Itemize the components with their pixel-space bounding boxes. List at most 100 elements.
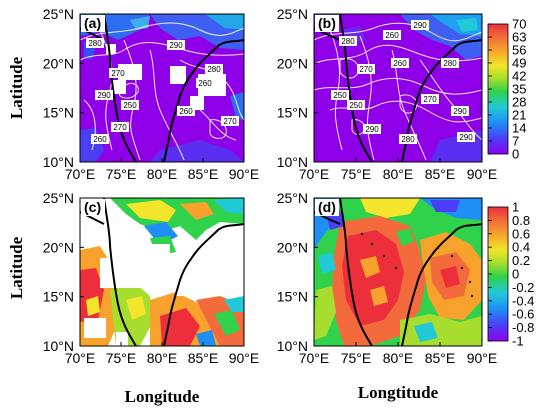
contour-label-box <box>86 38 104 48</box>
x-tick-label: 75°E <box>106 166 137 182</box>
panel-c-mask <box>80 198 244 346</box>
y-tick-label: 15°N <box>43 289 74 305</box>
panel-c: (c) 10°N 15°N 20°N 25°N 70°E 75°E 80°E 85°E 90°… <box>43 190 260 366</box>
contour-label-box <box>411 20 429 30</box>
y-tick-label: 15°N <box>277 105 308 121</box>
panel-b-contour-labels: 280 260 290 270 250 260 280 250 270 290 290 280 290 <box>331 20 475 144</box>
contour-label-box <box>383 30 401 40</box>
contour-label: 280 <box>443 59 457 68</box>
contour-label: 270 <box>423 95 437 104</box>
colorbar-tick-label: -0.4 <box>512 293 534 308</box>
contour-label-box <box>457 132 475 142</box>
colorbar-tick-label: 35 <box>512 82 526 97</box>
contour-label: 290 <box>413 21 427 30</box>
panel-d-label-box <box>315 199 339 216</box>
contour-label: 250 <box>333 91 347 100</box>
y-tick-label: 20°N <box>43 55 74 71</box>
panel-b-y-ticks: 10°N 15°N 20°N 25°N <box>277 6 318 170</box>
panel-c-y-axis-title: Latitude <box>7 236 26 299</box>
panel-d-x-ticks: 70°E 75°E 80°E 85°E 90°E <box>299 342 497 366</box>
y-tick-label: 20°N <box>277 55 308 71</box>
contour-label-box <box>421 94 439 104</box>
y-tick-label: 15°N <box>43 105 74 121</box>
colorbar-tick-label: 63 <box>512 30 526 45</box>
colorbar-tick-label: 14 <box>512 121 526 136</box>
x-tick-label: 70°E <box>65 350 96 366</box>
colorbar-tick-label: -0.2 <box>512 280 534 295</box>
y-tick-label: 10°N <box>43 338 74 354</box>
x-tick-label: 90°E <box>467 166 498 182</box>
y-tick-label: 10°N <box>277 338 308 354</box>
panel-a: 280 290 270 260 250 260 270 290 280 260 270 (a) 10… <box>43 6 260 182</box>
contour-label: 260 <box>393 59 407 68</box>
x-tick-label: 85°E <box>188 350 219 366</box>
x-tick-label: 85°E <box>425 166 456 182</box>
colorbar-tick-label: 0.6 <box>512 226 530 241</box>
x-tick-label: 80°E <box>147 166 178 182</box>
colorbar-bottom-ticks: 10.80.60.40.20-0.2-0.4-0.6-0.8-1 <box>488 200 534 349</box>
contour-label-box <box>121 100 139 110</box>
panel-b-x-ticks: 70°E 75°E 80°E 85°E 90°E <box>299 158 498 182</box>
panel-c-y-ticks: 10°N 15°N 20°N 25°N <box>43 190 84 354</box>
panel-a-contour-labels: 280 290 270 260 250 260 270 290 280 260 270 <box>86 38 239 144</box>
colorbar-tick-label: 56 <box>512 43 526 58</box>
colorbar-tick-label: -0.6 <box>512 307 534 322</box>
contour-label: 270 <box>223 117 237 126</box>
contour-label-box <box>167 40 185 50</box>
y-tick-label: 10°N <box>277 154 308 170</box>
x-tick-label: 75°E <box>341 350 372 366</box>
contour-label-box <box>95 90 113 100</box>
contour-label: 270 <box>111 69 125 78</box>
colorbar-tick-label: 0 <box>512 267 519 282</box>
panel-d-significance-dots <box>360 232 474 298</box>
contour-label-box <box>111 122 129 132</box>
colorbar-tick-label: 42 <box>512 69 526 84</box>
contour-label: 290 <box>365 125 379 134</box>
contour-label: 280 <box>207 65 221 74</box>
y-tick-label: 20°N <box>277 239 308 255</box>
colorbar-tick-label: 21 <box>512 108 526 123</box>
panel-d-field <box>314 198 482 346</box>
y-tick-label: 15°N <box>277 289 308 305</box>
contour-label-box <box>357 64 375 74</box>
contour-label: 260 <box>385 31 399 40</box>
contour-label-box <box>196 78 214 88</box>
contour-label-box <box>339 36 357 46</box>
colorbar-tick-label: 0.2 <box>512 253 530 268</box>
colorbar-tick-label: 0.4 <box>512 240 530 255</box>
colorbar-tick-label: -0.8 <box>512 320 534 335</box>
y-tick-label: 25°N <box>43 6 74 22</box>
panel-a-y-ticks: 10°N 15°N 20°N 25°N <box>43 6 84 170</box>
x-tick-label: 85°E <box>425 350 456 366</box>
x-tick-label: 80°E <box>383 166 414 182</box>
y-tick-label: 10°N <box>43 154 74 170</box>
contour-label: 260 <box>93 135 107 144</box>
contour-label-box <box>91 134 109 144</box>
contour-label-box <box>205 64 223 74</box>
y-tick-label: 25°N <box>277 190 308 206</box>
colorbar-tick-label: 28 <box>512 95 526 110</box>
contour-label: 280 <box>341 37 355 46</box>
contour-label-box <box>391 58 409 68</box>
x-tick-label: 70°E <box>65 166 96 182</box>
contour-label: 260 <box>179 107 193 116</box>
panel-a-x-ticks: 70°E 75°E 80°E 85°E 90°E <box>65 158 259 182</box>
panel-a-label: (a) <box>84 15 101 31</box>
panel-d-label: (d) <box>318 199 336 215</box>
y-tick-label: 25°N <box>277 6 308 22</box>
contour-label: 270 <box>359 65 373 74</box>
contour-label: 260 <box>198 79 212 88</box>
contour-label-box <box>363 124 381 134</box>
contour-label: 290 <box>459 133 473 142</box>
panel-c-label: (c) <box>84 199 101 215</box>
panel-a-label-box <box>81 15 105 32</box>
contour-label: 250 <box>349 101 363 110</box>
x-tick-label: 75°E <box>341 166 372 182</box>
colorbar-tick-label: 1 <box>512 200 519 215</box>
contour-label-box <box>399 134 417 144</box>
colorbar-bottom: 10.80.60.40.20-0.2-0.4-0.6-0.8-1 <box>487 200 534 349</box>
contour-label: 270 <box>113 123 127 132</box>
panel-b-label: (b) <box>318 15 336 31</box>
